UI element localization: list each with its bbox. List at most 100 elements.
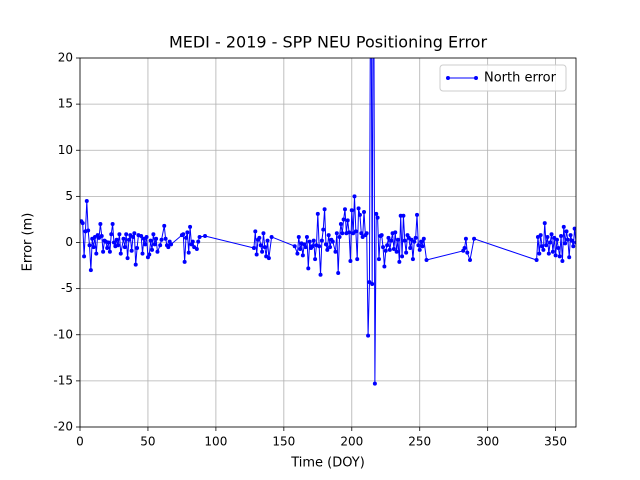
x-tick-label: 300 bbox=[476, 435, 499, 449]
chart-title: MEDI - 2019 - SPP NEU Positioning Error bbox=[169, 33, 488, 52]
y-tick-label: 15 bbox=[58, 97, 73, 111]
data-point bbox=[375, 215, 380, 220]
data-point bbox=[186, 250, 191, 255]
data-point bbox=[148, 238, 153, 243]
data-point bbox=[188, 224, 193, 229]
data-point bbox=[163, 236, 168, 241]
data-point bbox=[364, 231, 369, 236]
y-tick-label: -10 bbox=[53, 327, 73, 341]
data-point bbox=[194, 246, 199, 251]
data-point bbox=[540, 244, 545, 249]
data-point bbox=[169, 242, 174, 247]
data-point bbox=[313, 257, 318, 262]
data-point bbox=[155, 249, 160, 254]
data-point bbox=[304, 234, 309, 239]
data-point bbox=[574, 240, 576, 245]
data-point bbox=[166, 245, 171, 250]
data-point bbox=[424, 258, 429, 263]
data-point bbox=[122, 245, 127, 250]
data-point bbox=[468, 258, 473, 263]
data-point bbox=[341, 217, 346, 222]
data-point bbox=[394, 249, 399, 254]
data-point bbox=[342, 207, 347, 212]
data-point bbox=[261, 231, 266, 236]
data-point bbox=[130, 234, 135, 239]
data-point bbox=[185, 230, 190, 235]
data-point bbox=[190, 239, 195, 244]
data-point bbox=[298, 246, 303, 251]
data-point bbox=[129, 248, 134, 253]
data-point bbox=[338, 222, 343, 227]
data-point bbox=[330, 239, 335, 244]
data-point bbox=[319, 238, 324, 243]
y-tick-label: 5 bbox=[65, 189, 73, 203]
data-point bbox=[114, 237, 119, 242]
data-point bbox=[323, 242, 328, 247]
data-point bbox=[410, 257, 415, 262]
data-point bbox=[374, 211, 379, 216]
data-point bbox=[162, 223, 167, 228]
data-point bbox=[556, 246, 561, 251]
data-point bbox=[306, 266, 311, 271]
data-point bbox=[260, 249, 265, 254]
x-tick-label: 350 bbox=[544, 435, 567, 449]
data-point bbox=[310, 244, 315, 249]
data-point bbox=[336, 270, 341, 275]
data-point bbox=[563, 241, 568, 246]
data-point bbox=[408, 246, 413, 251]
data-point bbox=[203, 234, 208, 239]
data-point bbox=[124, 232, 129, 237]
data-point bbox=[109, 232, 114, 237]
data-point bbox=[355, 257, 360, 262]
data-point bbox=[546, 251, 551, 256]
data-point bbox=[197, 234, 202, 239]
data-point bbox=[417, 247, 422, 252]
data-point bbox=[421, 236, 426, 241]
x-tick-label: 250 bbox=[408, 435, 431, 449]
data-point bbox=[132, 231, 137, 236]
data-point bbox=[401, 213, 406, 218]
data-point bbox=[296, 234, 301, 239]
legend-marker bbox=[474, 76, 478, 80]
x-tick-label: 150 bbox=[272, 435, 295, 449]
data-point bbox=[318, 272, 323, 277]
x-tick-label: 200 bbox=[340, 435, 363, 449]
data-point bbox=[550, 249, 555, 254]
data-point bbox=[143, 242, 148, 247]
data-point bbox=[265, 238, 270, 243]
data-point bbox=[541, 247, 546, 252]
data-point bbox=[379, 233, 384, 238]
data-point bbox=[107, 249, 112, 254]
data-point bbox=[376, 257, 381, 262]
data-point bbox=[347, 230, 352, 235]
y-tick-label: 20 bbox=[58, 51, 73, 65]
data-point bbox=[544, 243, 549, 248]
data-point bbox=[106, 240, 111, 245]
data-point bbox=[101, 249, 106, 254]
data-point bbox=[300, 253, 305, 258]
data-point bbox=[537, 251, 542, 256]
data-point bbox=[389, 238, 394, 243]
data-point bbox=[150, 247, 155, 252]
data-point bbox=[266, 256, 271, 261]
data-point bbox=[311, 238, 316, 243]
data-point bbox=[362, 210, 367, 215]
y-tick-label: -15 bbox=[53, 373, 73, 387]
data-point bbox=[568, 233, 573, 238]
data-point bbox=[94, 251, 99, 256]
data-point bbox=[158, 243, 163, 248]
data-point bbox=[548, 240, 553, 245]
data-point bbox=[86, 228, 91, 233]
data-point bbox=[253, 229, 258, 234]
data-point bbox=[395, 237, 400, 242]
data-point bbox=[353, 229, 358, 234]
data-point bbox=[126, 237, 131, 242]
data-point bbox=[87, 243, 92, 248]
data-point bbox=[147, 252, 152, 257]
data-point bbox=[328, 245, 333, 250]
data-point bbox=[349, 208, 354, 213]
data-point bbox=[152, 242, 157, 247]
legend-label: North error bbox=[484, 71, 557, 86]
data-point bbox=[383, 248, 388, 253]
data-point bbox=[420, 244, 425, 249]
